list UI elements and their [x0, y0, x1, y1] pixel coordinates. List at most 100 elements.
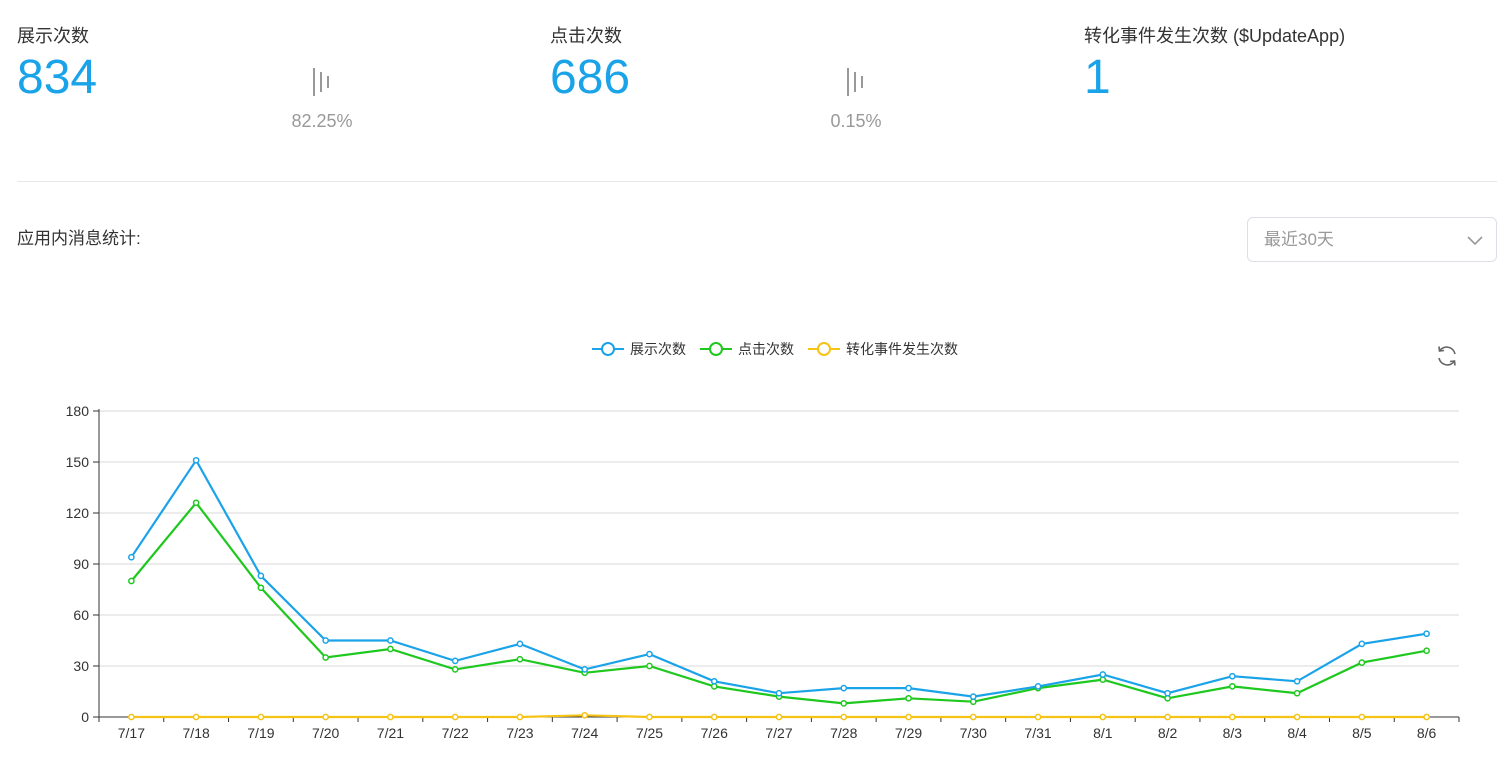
y-tick-label: 0 [81, 709, 89, 725]
data-point[interactable] [516, 640, 524, 648]
data-point[interactable] [516, 713, 524, 721]
data-point[interactable] [840, 684, 848, 692]
data-point[interactable] [322, 713, 330, 721]
data-point[interactable] [1034, 683, 1042, 690]
data-point[interactable] [257, 572, 265, 580]
data-point[interactable] [192, 499, 200, 507]
date-range-value: 最近30天 [1264, 230, 1334, 249]
section-divider [17, 181, 1497, 182]
rate-bars-icon [847, 68, 863, 96]
legend-label-conversions: 转化事件发生次数 [846, 341, 958, 357]
x-tick-label: 7/25 [636, 725, 663, 741]
y-tick-label: 60 [73, 607, 89, 623]
x-axis-ticks: 7/17 7/18 7/19 7/20 7/21 7/22 7/23 7/24 7/25 7/26… [118, 725, 1437, 741]
data-point[interactable] [775, 689, 783, 697]
data-point[interactable] [387, 645, 394, 653]
x-tick-label: 8/5 [1352, 725, 1372, 741]
y-tick-label: 90 [73, 556, 89, 572]
data-point[interactable] [1423, 647, 1430, 655]
data-point[interactable] [322, 654, 330, 661]
x-tick-label: 7/30 [960, 725, 987, 741]
data-point[interactable] [322, 637, 330, 644]
y-tick-label: 180 [66, 403, 90, 419]
data-point[interactable] [840, 713, 848, 721]
data-point[interactable] [192, 456, 200, 464]
stat-conversions-value: 1 [1084, 51, 1111, 104]
x-tick-label: 7/22 [442, 725, 469, 741]
series-line [130, 458, 1427, 698]
data-point[interactable] [1423, 713, 1430, 721]
stat-impressions-value: 834 [17, 51, 98, 104]
legend-line-circle-icon [700, 342, 732, 356]
data-point[interactable] [1099, 671, 1107, 678]
legend-item-clicks[interactable]: 点击次数 [700, 339, 794, 359]
data-point[interactable] [905, 713, 912, 721]
data-point[interactable] [1293, 689, 1301, 697]
data-point[interactable] [905, 694, 912, 702]
data-point[interactable] [581, 711, 589, 719]
y-tick-label: 30 [73, 658, 89, 674]
stat-impressions: 展示次数 834 [17, 24, 97, 106]
legend-label-impressions: 展示次数 [630, 341, 686, 357]
data-point[interactable] [1293, 677, 1301, 685]
data-point[interactable] [775, 713, 783, 721]
legend-item-conversions[interactable]: 转化事件发生次数 [808, 339, 958, 359]
data-point[interactable] [387, 713, 394, 721]
data-point[interactable] [905, 684, 912, 692]
chart-series [128, 456, 1430, 721]
legend-label-clicks: 点击次数 [738, 341, 794, 357]
data-point[interactable] [516, 655, 524, 663]
x-tick-label: 8/3 [1223, 725, 1243, 741]
data-point[interactable] [1228, 672, 1236, 680]
data-point[interactable] [1358, 713, 1366, 721]
data-point[interactable] [451, 657, 459, 665]
date-range-select[interactable]: 最近30天 [1247, 217, 1497, 262]
rate-conversion: 0.15% [806, 66, 906, 132]
data-point[interactable] [1293, 713, 1301, 721]
data-point[interactable] [840, 700, 848, 707]
data-point[interactable] [1358, 640, 1366, 648]
data-point[interactable] [387, 637, 394, 644]
rate-click-through-text: 82.25% [291, 111, 353, 131]
data-point[interactable] [646, 650, 653, 658]
data-point[interactable] [710, 677, 718, 685]
x-tick-label: 7/27 [765, 725, 792, 741]
data-point[interactable] [451, 666, 459, 673]
data-point[interactable] [257, 584, 265, 592]
section-title: 应用内消息统计: [17, 229, 141, 248]
legend-item-impressions[interactable]: 展示次数 [592, 339, 686, 359]
stat-clicks-label: 点击次数 [550, 26, 622, 46]
data-point[interactable] [1099, 713, 1107, 721]
stat-clicks: 点击次数 686 [550, 24, 630, 106]
data-point[interactable] [128, 713, 135, 721]
data-point[interactable] [969, 693, 977, 700]
chart-axes [93, 409, 1460, 722]
data-point[interactable] [1034, 713, 1042, 721]
rate-bars-icon [313, 68, 329, 96]
data-point[interactable] [1423, 630, 1430, 638]
data-point[interactable] [646, 713, 653, 721]
data-point[interactable] [710, 713, 718, 721]
data-point[interactable] [581, 666, 589, 673]
x-tick-label: 8/4 [1287, 725, 1307, 741]
chevron-down-icon [1467, 236, 1483, 246]
data-point[interactable] [1358, 659, 1366, 666]
stat-clicks-value: 686 [550, 51, 631, 104]
data-point[interactable] [969, 713, 977, 721]
data-point[interactable] [451, 713, 459, 721]
data-point[interactable] [128, 577, 135, 585]
data-point[interactable] [192, 713, 200, 721]
x-tick-label: 7/21 [377, 725, 404, 741]
data-point[interactable] [1164, 713, 1171, 721]
data-point[interactable] [257, 713, 265, 721]
data-point[interactable] [1228, 683, 1236, 690]
rate-click-through: 82.25% [272, 66, 372, 132]
refresh-icon[interactable] [1434, 343, 1460, 369]
legend-line-circle-icon [592, 342, 624, 356]
data-point[interactable] [128, 553, 135, 561]
x-tick-label: 7/24 [571, 725, 598, 741]
x-tick-label: 7/18 [183, 725, 210, 741]
data-point[interactable] [1164, 689, 1171, 697]
data-point[interactable] [1228, 713, 1236, 721]
data-point[interactable] [646, 662, 653, 670]
